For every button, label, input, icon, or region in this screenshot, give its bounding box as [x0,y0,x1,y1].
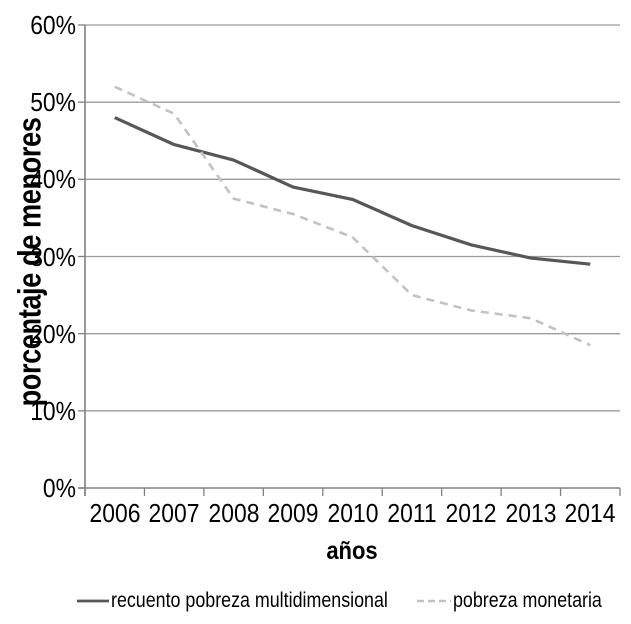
series-line-recuento-pobreza-multidimensional [114,116,591,266]
y-tick-label: 60% [30,10,76,40]
x-tick-label: 2014 [564,498,616,528]
x-axis-title: años [326,537,378,565]
y-tick-label: 50% [30,87,76,118]
legend-item-pobreza-monetaria: pobreza monetaria [416,588,628,614]
y-tick-label: 40% [30,164,76,195]
legend-label-monetaria: pobreza monetaria [453,589,602,612]
legend-item-recuento-pobreza-multidimensional: recuento pobreza multidimensional [76,588,437,614]
x-tick-label: 2012 [445,498,497,528]
series-line-pobreza-monetaria [114,85,591,347]
y-tick-label: 30% [30,241,76,272]
x-tick-label: 2007 [148,498,200,528]
x-tick-label: 2009 [267,498,319,528]
legend-label-multidimensional: recuento pobreza multidimensional [111,589,388,612]
x-tick-label: 2008 [208,498,260,528]
x-tick-label: 2006 [89,498,141,528]
y-tick-label: 10% [30,395,76,426]
y-tick-label: 0% [42,473,76,503]
x-tick-label: 2010 [327,498,378,528]
x-tick-label: 2013 [505,498,557,528]
x-tick-label: 2011 [387,498,437,528]
dashed-line-swatch-icon [417,599,451,603]
y-tick-label: 20% [30,318,76,349]
solid-line-swatch-icon [77,599,109,603]
